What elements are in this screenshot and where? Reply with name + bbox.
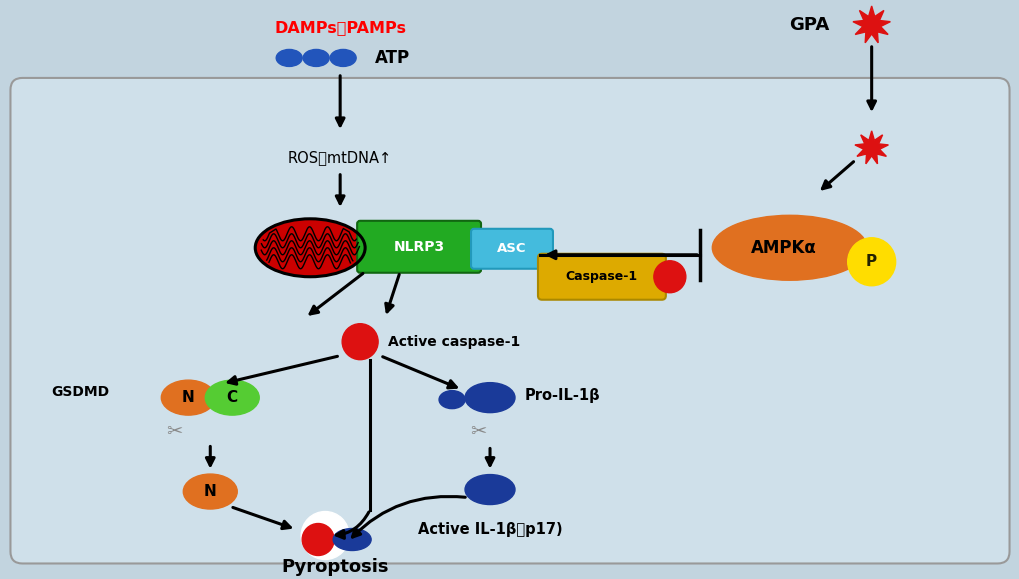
Text: P: P bbox=[865, 254, 876, 269]
Text: Pro-IL-1β: Pro-IL-1β bbox=[525, 388, 600, 403]
Ellipse shape bbox=[255, 219, 365, 277]
Circle shape bbox=[341, 324, 378, 360]
Ellipse shape bbox=[276, 49, 302, 67]
FancyBboxPatch shape bbox=[537, 254, 665, 300]
Text: N: N bbox=[181, 390, 195, 405]
Circle shape bbox=[653, 261, 685, 293]
FancyBboxPatch shape bbox=[10, 78, 1009, 563]
Polygon shape bbox=[854, 131, 888, 164]
Text: NLRP3: NLRP3 bbox=[393, 240, 444, 254]
Ellipse shape bbox=[161, 380, 215, 415]
Circle shape bbox=[302, 523, 334, 555]
Circle shape bbox=[301, 511, 348, 559]
Ellipse shape bbox=[465, 383, 515, 413]
FancyBboxPatch shape bbox=[357, 221, 481, 273]
Text: N: N bbox=[204, 484, 216, 499]
Ellipse shape bbox=[183, 474, 237, 509]
Text: ATP: ATP bbox=[375, 49, 410, 67]
Text: GPA: GPA bbox=[789, 16, 829, 34]
Text: GSDMD: GSDMD bbox=[51, 384, 109, 398]
Text: DAMPs、PAMPs: DAMPs、PAMPs bbox=[274, 20, 406, 35]
Ellipse shape bbox=[330, 49, 356, 67]
FancyBboxPatch shape bbox=[471, 229, 552, 269]
Ellipse shape bbox=[303, 49, 329, 67]
Text: Pyroptosis: Pyroptosis bbox=[281, 559, 388, 577]
Ellipse shape bbox=[465, 475, 515, 504]
Text: AMPKα: AMPKα bbox=[750, 239, 816, 256]
Circle shape bbox=[847, 238, 895, 286]
Ellipse shape bbox=[205, 380, 259, 415]
Text: ✂: ✂ bbox=[470, 422, 486, 441]
Polygon shape bbox=[852, 6, 890, 43]
Ellipse shape bbox=[711, 215, 866, 280]
Ellipse shape bbox=[438, 391, 465, 409]
Text: C: C bbox=[226, 390, 237, 405]
Text: Active IL-1β（p17): Active IL-1β（p17) bbox=[418, 522, 561, 537]
Text: Caspase-1: Caspase-1 bbox=[566, 270, 637, 283]
Text: Active caspase-1: Active caspase-1 bbox=[388, 335, 520, 349]
Text: ROS、mtDNA↑: ROS、mtDNA↑ bbox=[287, 151, 392, 166]
Text: ASC: ASC bbox=[496, 242, 526, 255]
Ellipse shape bbox=[333, 529, 371, 551]
Text: ✂: ✂ bbox=[166, 422, 182, 441]
